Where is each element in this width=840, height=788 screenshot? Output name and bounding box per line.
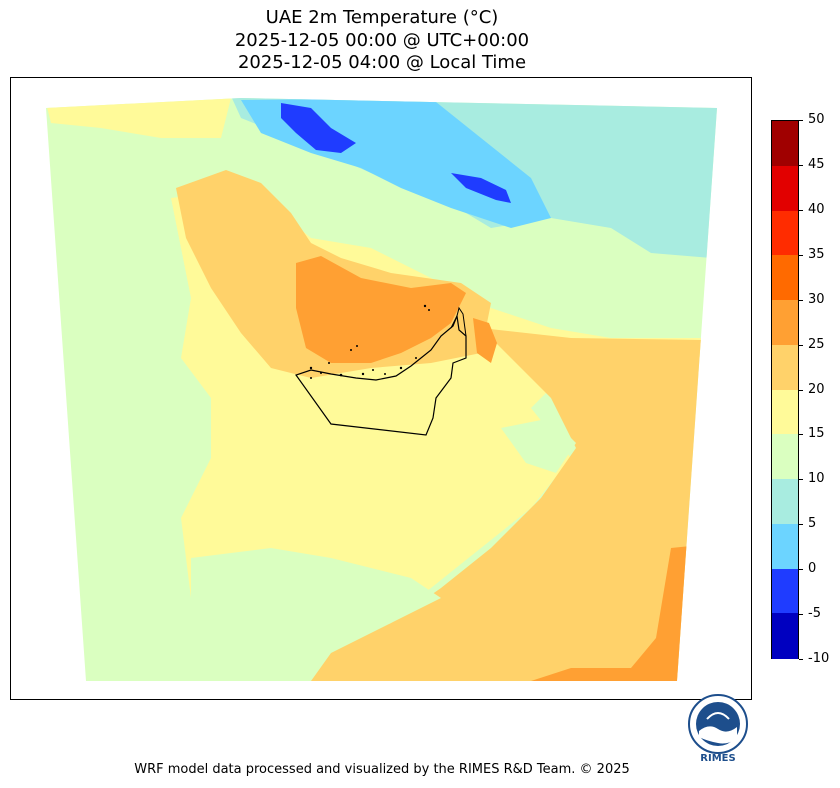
colorbar-tick-label: -10	[808, 651, 830, 666]
colorbar-segment	[772, 389, 798, 435]
colorbar-tick	[799, 569, 803, 571]
colorbar-tick	[799, 479, 803, 481]
colorbar-tick	[799, 120, 803, 121]
utc-time-label: 2025-12-05 00:00 @ UTC+00:00	[234, 30, 530, 51]
colorbar-tick	[799, 344, 803, 346]
logo-label: RIMES	[700, 753, 736, 764]
colorbar-tick	[799, 254, 803, 256]
field-15-20-north	[46, 98, 231, 138]
colorbar-segment	[772, 121, 798, 167]
field-25-30-southeast	[531, 546, 691, 681]
colorbar-tick-label: 40	[808, 201, 825, 217]
coastline-islands	[309, 304, 430, 379]
field-minus5-0-b	[451, 173, 511, 203]
colorbar	[771, 120, 799, 659]
local-time-label: 2025-12-05 04:00 @ Local Time	[237, 52, 527, 73]
field-10-15-pocket	[501, 418, 576, 473]
temperature-map	[46, 98, 717, 681]
musandam-outline	[450, 306, 467, 337]
colorbar-tick-label: 0	[808, 561, 817, 577]
colorbar-segment	[772, 210, 798, 256]
colorbar-tick-label: 25	[808, 336, 825, 352]
colorbar-tick	[799, 659, 803, 660]
colorbar-tick	[799, 299, 803, 301]
field-25-30-gulf	[296, 256, 466, 363]
field-10-15-southwest	[191, 548, 441, 668]
field-minus5-0-a	[281, 103, 356, 153]
colorbar-tick	[799, 164, 803, 166]
colorbar-tick	[799, 389, 803, 391]
map-panel: RIMES	[10, 77, 752, 764]
map-title: UAE 2m Temperature (°C)	[265, 7, 499, 28]
colorbar-tick	[799, 434, 803, 436]
colorbar-tick	[799, 524, 803, 526]
colorbar-segment	[772, 255, 798, 301]
colorbar-segment	[772, 613, 798, 659]
field-20-25-southeast	[311, 328, 703, 681]
colorbar-segment	[772, 479, 798, 525]
colorbar-segment	[772, 344, 798, 390]
colorbar-tick-label: 35	[808, 246, 825, 262]
colorbar-tick-label: 50	[808, 112, 825, 127]
rimes-emblem-icon	[688, 694, 748, 754]
colorbar-tick-label: 10	[808, 471, 825, 487]
colorbar-tick-label: 45	[808, 156, 825, 172]
colorbar-tick-label: 5	[808, 516, 817, 532]
field-25-30-oman	[473, 318, 497, 363]
colorbar-segment	[772, 300, 798, 346]
rimes-logo: RIMES	[687, 693, 749, 767]
colorbar-tick-label: -5	[808, 606, 821, 622]
colorbar-tick-label: 30	[808, 291, 825, 307]
colorbar-segment	[772, 523, 798, 569]
colorbar-segment	[772, 568, 798, 614]
colorbar-tick-label: 15	[808, 426, 825, 442]
colorbar-segment	[772, 434, 798, 480]
colorbar-segment	[772, 165, 798, 211]
colorbar-tick	[799, 614, 803, 616]
colorbar-tick-label: 20	[808, 381, 825, 397]
footer-credit: WRF model data processed and visualized …	[134, 762, 630, 777]
colorbar-tick	[799, 209, 803, 211]
